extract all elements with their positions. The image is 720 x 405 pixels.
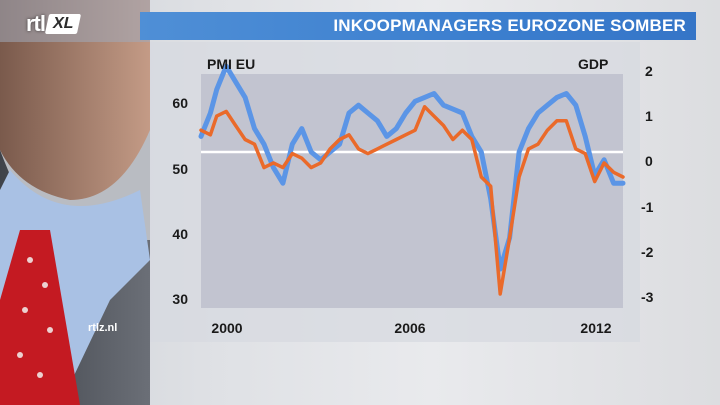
y-right-tick: -2	[641, 244, 654, 260]
x-tick: 2012	[580, 320, 612, 336]
y-left-tick: 40	[172, 226, 188, 242]
right-axis-label: GDP	[578, 56, 609, 72]
left-axis-label: PMI EU	[207, 56, 256, 72]
y-right-tick: -1	[641, 199, 654, 215]
title-bar: INKOOPMANAGERS EUROZONE SOMBER	[140, 12, 696, 40]
chart-title: INKOOPMANAGERS EUROZONE SOMBER	[333, 16, 686, 35]
y-left-tick: 50	[172, 161, 188, 177]
y-left-tick: 30	[172, 291, 188, 307]
y-right-tick: 1	[645, 108, 653, 124]
y-left-tick: 60	[172, 95, 188, 111]
series-line-gdp	[199, 105, 625, 296]
presenter-illustration	[0, 0, 150, 405]
x-tick: 2000	[211, 320, 243, 336]
logo-rtl-text: rtl	[26, 11, 46, 36]
series-line-pmi	[198, 63, 626, 272]
channel-logo: rtl XL	[26, 11, 82, 36]
x-tick: 2006	[394, 320, 426, 336]
y-right-tick: 2	[645, 63, 653, 79]
presenter-photo	[0, 0, 150, 405]
y-right-tick: 0	[645, 153, 653, 169]
watermark: rtlz.nl	[88, 322, 118, 334]
y-right-tick: -3	[641, 289, 654, 305]
plot-area	[201, 74, 623, 308]
